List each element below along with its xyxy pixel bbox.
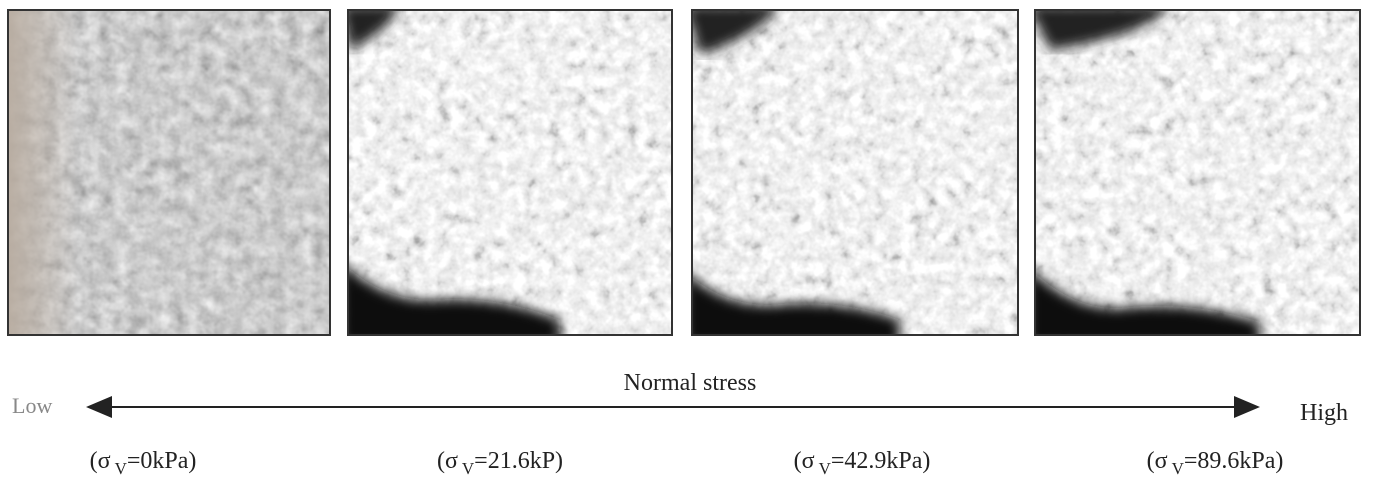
low-label: Low <box>12 393 52 418</box>
frames <box>7 9 1361 336</box>
micrograph <box>692 10 1018 335</box>
micrograph <box>1035 10 1360 335</box>
caption-sub: V <box>819 459 832 478</box>
caption: (σ V=89.6kPa) <box>1147 448 1284 478</box>
caption-rest: =21.6kP) <box>474 448 563 474</box>
caption: (σ V=0kPa) <box>90 448 197 478</box>
micrograph <box>8 10 330 335</box>
caption-sub: V <box>115 459 128 478</box>
caption-rest: =42.9kPa) <box>831 448 931 474</box>
captions: (σ V=0kPa) (σ V=21.6kP) (σ V=42.9kPa) (σ V=89.6… <box>90 448 1284 478</box>
axis-title: Normal stress <box>624 370 757 396</box>
caption-rest: =0kPa) <box>127 448 197 474</box>
caption: (σ V=21.6kP) <box>437 448 563 478</box>
micrograph <box>348 10 672 335</box>
caption-sub: V <box>1172 459 1185 478</box>
caption-open: (σ <box>437 448 458 474</box>
caption-open: (σ <box>90 448 111 474</box>
caption: (σ V=42.9kPa) <box>794 448 931 478</box>
stress-arrow <box>86 396 1260 418</box>
caption-rest: =89.6kPa) <box>1184 448 1284 474</box>
high-label: High <box>1300 400 1348 426</box>
caption-open: (σ <box>1147 448 1168 474</box>
caption-open: (σ <box>794 448 815 474</box>
caption-sub: V <box>462 459 475 478</box>
